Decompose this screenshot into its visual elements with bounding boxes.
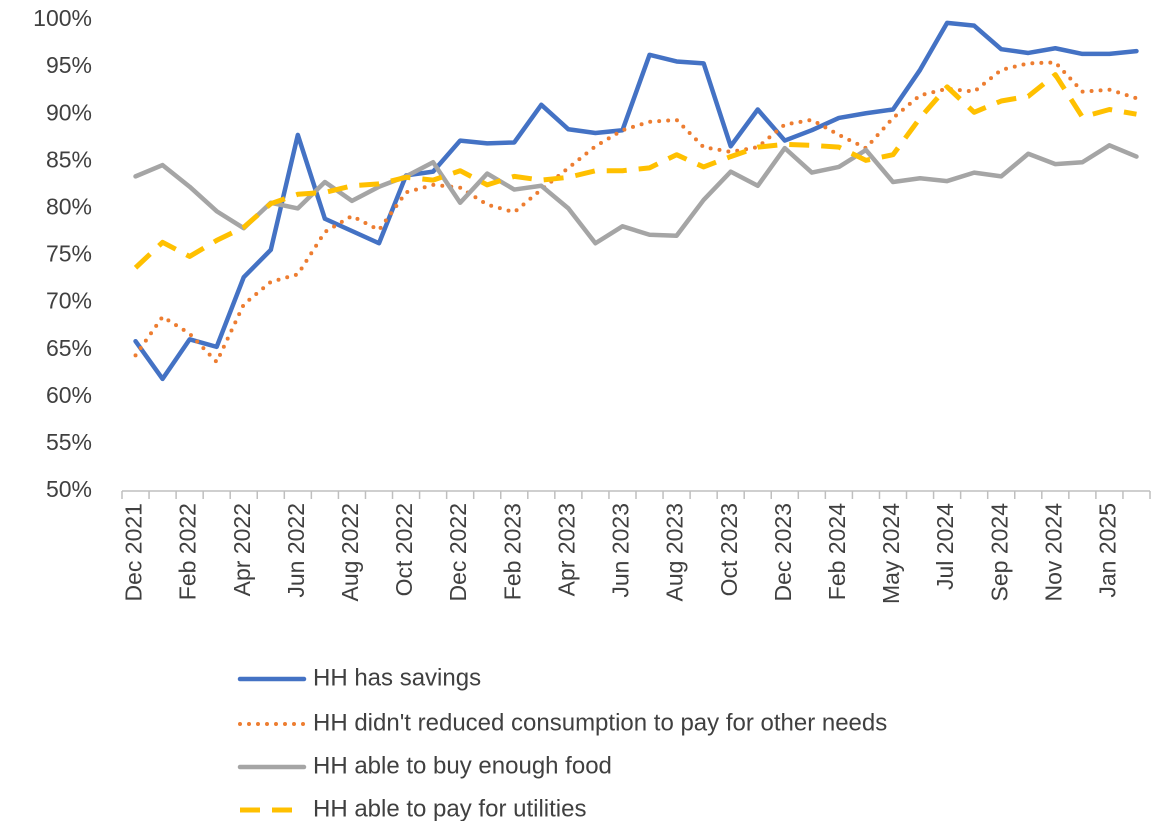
x-tick-label: Jul 2024 <box>932 503 958 590</box>
x-tick-label: Jun 2023 <box>608 503 634 598</box>
x-tick-label: Aug 2023 <box>662 503 688 601</box>
x-tick-label: May 2024 <box>878 503 904 604</box>
y-tick-label: 70% <box>46 288 92 314</box>
y-tick-label: 85% <box>46 146 92 172</box>
x-tick-label: Feb 2023 <box>499 503 525 600</box>
legend-label: HH able to pay for utilities <box>313 795 586 821</box>
y-tick-label: 60% <box>46 382 92 408</box>
x-tick-label: Aug 2022 <box>337 503 363 601</box>
series-line <box>133 60 1139 364</box>
legend-label: HH has savings <box>313 664 481 691</box>
x-tick-label: Apr 2023 <box>553 503 579 596</box>
x-tick-label: Jan 2025 <box>1094 503 1120 598</box>
y-tick-label: 65% <box>46 335 92 361</box>
x-tick-label: Dec 2022 <box>445 503 471 601</box>
y-tick-label: 100% <box>33 5 92 31</box>
y-tick-label: 50% <box>46 476 92 502</box>
x-tick-label: Oct 2023 <box>716 503 742 596</box>
x-tick-label: Oct 2022 <box>391 503 417 596</box>
x-tick-label: Jun 2022 <box>283 503 309 598</box>
series-line <box>133 72 1137 270</box>
y-tick-label: 55% <box>46 429 92 455</box>
y-tick-label: 95% <box>46 52 92 78</box>
legend-label: HH didn't reduced consumption to pay for… <box>313 709 887 736</box>
y-tick-label: 75% <box>46 241 92 267</box>
x-tick-label: Apr 2022 <box>229 503 255 596</box>
y-tick-label: 80% <box>46 193 92 219</box>
x-tick-label: Sep 2024 <box>986 503 1012 602</box>
y-tick-label: 90% <box>46 99 92 125</box>
series-line <box>133 20 1139 382</box>
legend-label: HH able to buy enough food <box>313 752 612 779</box>
x-tick-label: Dec 2021 <box>121 503 147 601</box>
x-tick-label: Feb 2024 <box>824 503 850 600</box>
x-tick-label: Feb 2022 <box>175 503 201 600</box>
x-tick-label: Nov 2024 <box>1040 503 1066 602</box>
series-line <box>133 143 1139 246</box>
x-tick-label: Dec 2023 <box>770 503 796 601</box>
